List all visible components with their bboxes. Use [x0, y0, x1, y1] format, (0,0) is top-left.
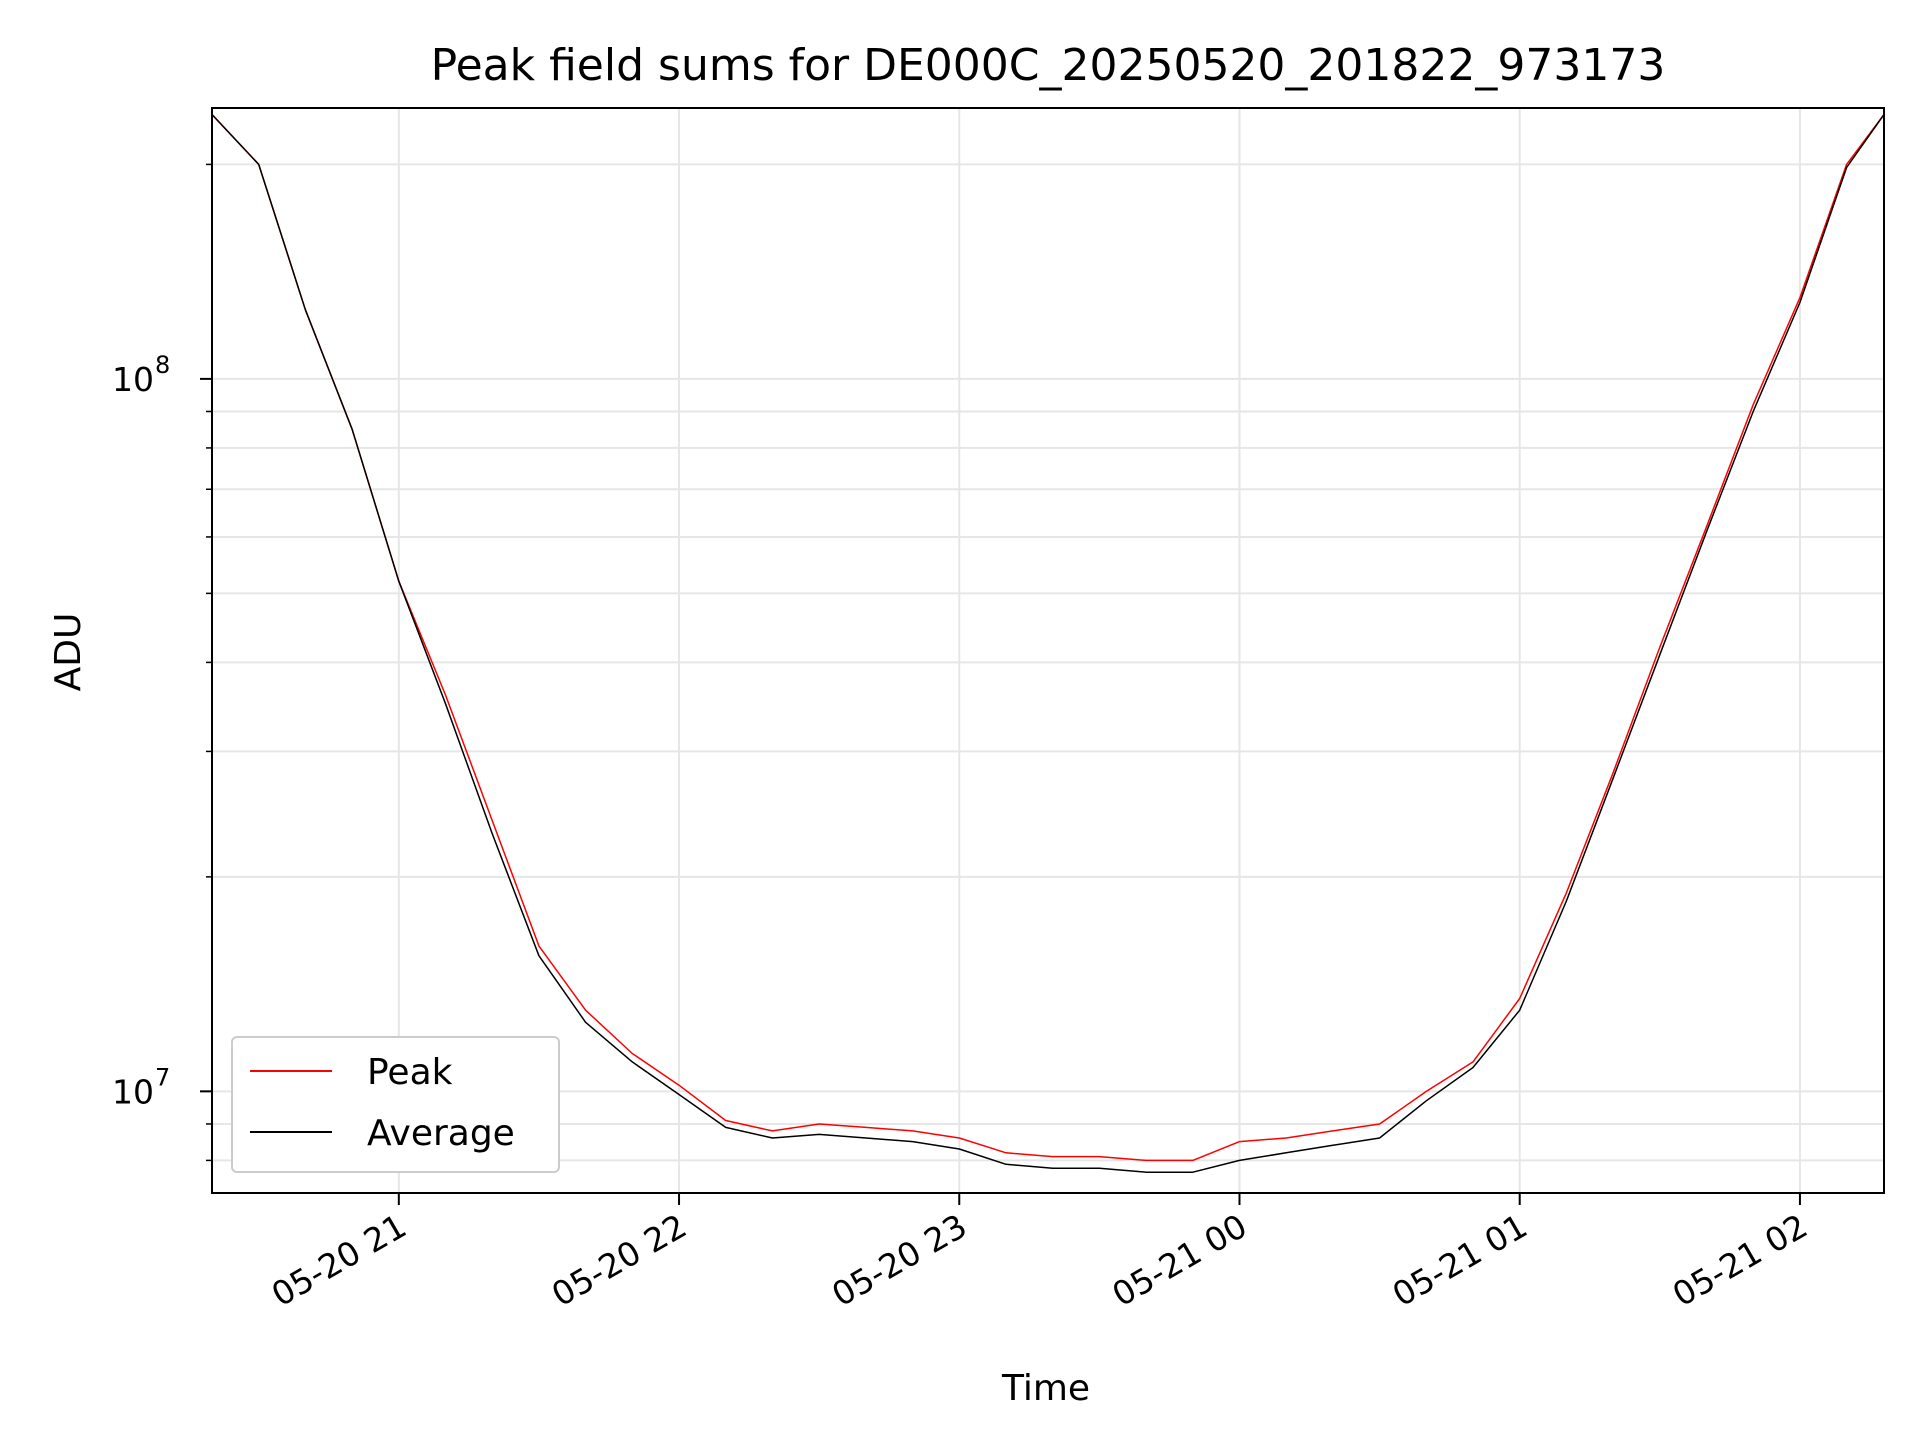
x-tick-label: 05-20 22 [545, 1206, 693, 1314]
average-series-line [212, 113, 1884, 1173]
x-tick-label: 05-21 02 [1666, 1206, 1814, 1314]
x-axis-label: Time [1001, 1368, 1090, 1409]
legend: Peak Average [231, 1036, 560, 1173]
series-lines [212, 113, 1884, 1173]
x-tick-label: 05-21 00 [1105, 1206, 1253, 1314]
y-axis-label: ADU [48, 613, 89, 692]
x-tick-label: 05-20 21 [265, 1206, 413, 1314]
grid-lines [212, 108, 1884, 1193]
x-tick-label: 05-21 01 [1386, 1206, 1534, 1314]
y-tick-label: 10 [112, 1072, 154, 1111]
y-tick-exponent: 8 [155, 351, 170, 379]
y-tick-exponent: 7 [155, 1063, 170, 1091]
legend-average-label: Average [367, 1113, 515, 1154]
x-axis: 05-20 21 05-20 22 05-20 23 05-21 00 05-21 01… [265, 1193, 1814, 1314]
chart-title: Peak field sums for DE000C_20250520_2018… [431, 40, 1666, 91]
x-tick-label: 05-20 23 [825, 1206, 973, 1314]
plot-frame [211, 107, 1885, 1194]
peak-series-line [212, 113, 1884, 1162]
y-tick-label: 10 [112, 360, 154, 399]
legend-peak-label: Peak [367, 1052, 453, 1093]
